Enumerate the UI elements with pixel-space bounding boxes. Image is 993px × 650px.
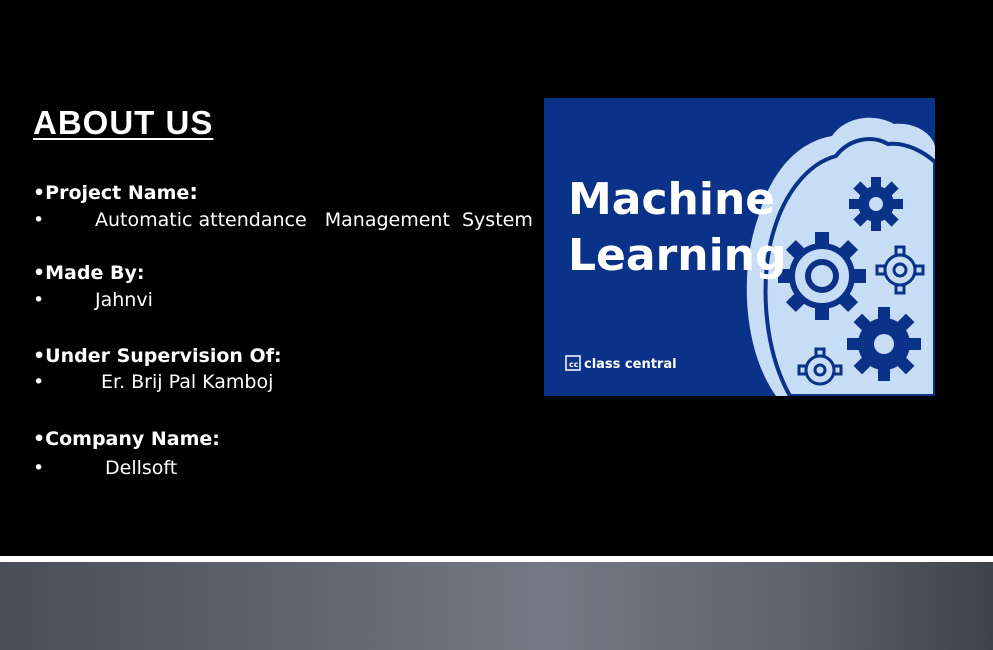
machine-text: Machine (568, 174, 775, 225)
supervision-value: • Er. Brij Pal Kamboj (33, 371, 274, 393)
bullet: • (33, 457, 45, 479)
footer-bar (0, 562, 993, 650)
small-gear-top-icon (849, 177, 903, 231)
made-by-value: • Jahnvi (33, 289, 153, 311)
project-name-value: • Automatic attendance Management System (33, 209, 533, 231)
large-gear-icon (778, 232, 866, 320)
bullet: • (33, 289, 45, 311)
company-name-value: • Dellsoft (33, 457, 178, 479)
brand-badge: cc (569, 360, 579, 369)
brand-text: class central (584, 357, 677, 372)
dark-gear-icon (847, 307, 921, 381)
divider (0, 556, 993, 562)
bullet: • (33, 371, 45, 393)
class-central-logo-icon (565, 355, 581, 371)
learning-text: Learning (568, 230, 787, 281)
bullet: • (33, 209, 45, 231)
outline-gear-icon (875, 245, 925, 295)
slide-title: ABOUT US (33, 104, 214, 141)
machine-learning-image: Machine Learning cc class central (544, 98, 935, 396)
slide: ABOUT US •Project Name: • Automatic atten… (33, 98, 935, 479)
made-by-label: •Made By: (33, 262, 145, 284)
bottom-outline-gear-icon (797, 347, 843, 386)
supervision-label: •Under Supervision Of: (33, 345, 282, 367)
company-name-label: •Company Name: (33, 428, 220, 450)
project-name-label: •Project Name: (33, 180, 199, 205)
